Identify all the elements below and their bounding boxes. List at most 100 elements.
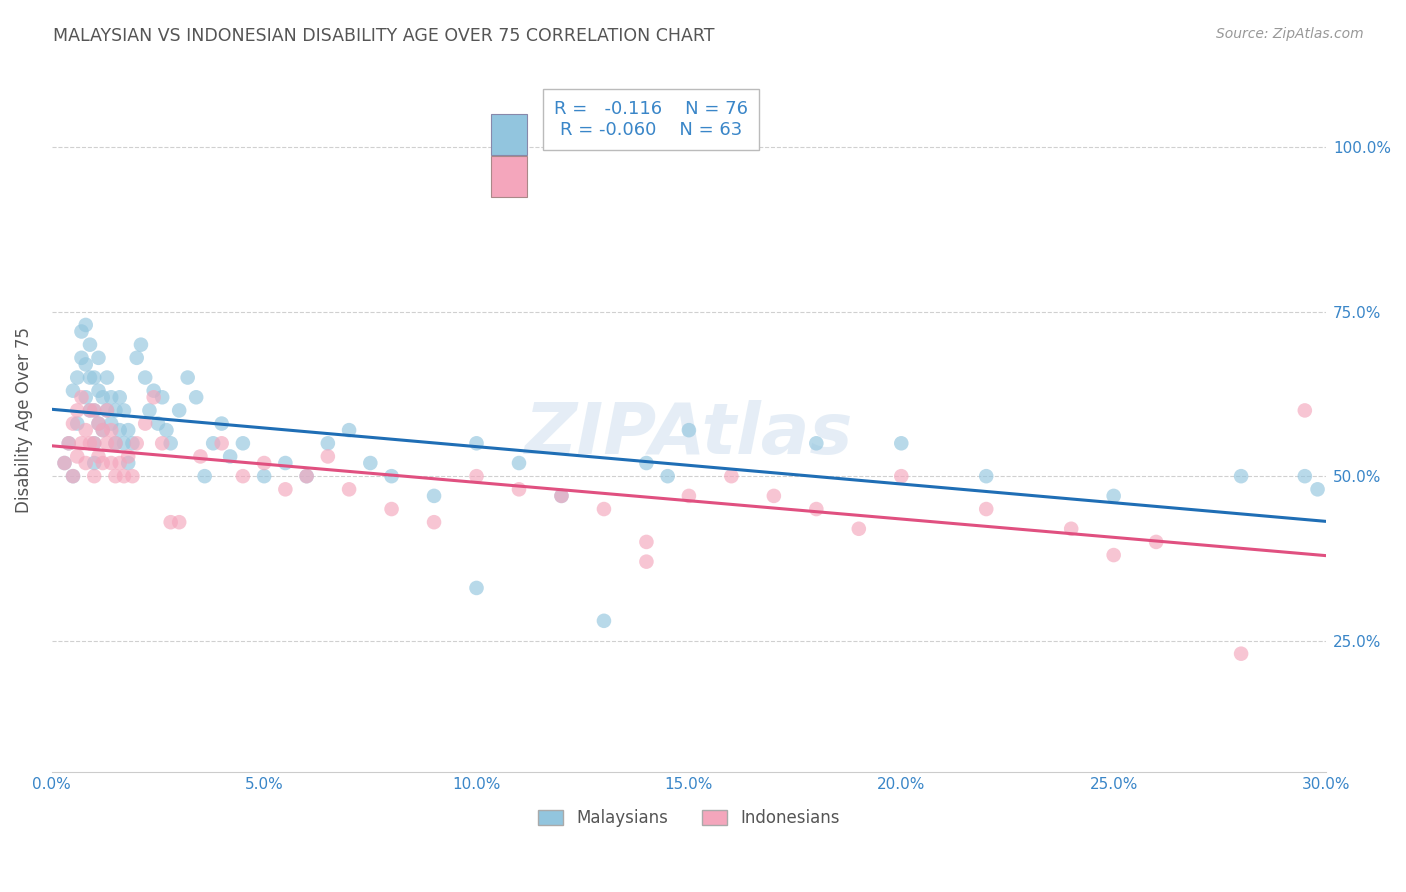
Point: [337, 423, 360, 437]
Point: [134, 370, 156, 384]
Point: [550, 489, 572, 503]
Point: [62, 469, 84, 483]
Point: [100, 456, 122, 470]
Point: [202, 436, 225, 450]
Point: [87, 417, 110, 431]
Point: [762, 489, 785, 503]
Point: [806, 502, 828, 516]
Point: [142, 390, 165, 404]
Point: [121, 436, 143, 450]
Point: [678, 489, 700, 503]
Point: [1144, 535, 1167, 549]
Point: [75, 390, 97, 404]
Point: [380, 502, 402, 516]
Point: [295, 469, 318, 483]
Point: [167, 403, 190, 417]
Point: [75, 423, 97, 437]
Point: [508, 456, 530, 470]
Point: [121, 469, 143, 483]
Point: [58, 436, 80, 450]
Point: [53, 456, 76, 470]
Point: [70, 436, 93, 450]
Point: [87, 351, 110, 365]
Point: [117, 450, 139, 464]
Point: [58, 436, 80, 450]
Point: [108, 456, 131, 470]
Point: [83, 469, 105, 483]
Point: [316, 436, 339, 450]
Point: [104, 436, 127, 450]
Point: [316, 450, 339, 464]
Point: [359, 456, 381, 470]
Point: [274, 456, 297, 470]
Point: [117, 423, 139, 437]
Point: [1230, 469, 1253, 483]
Point: [194, 469, 217, 483]
Point: [146, 417, 169, 431]
Point: [1102, 489, 1125, 503]
Point: [112, 469, 135, 483]
Point: [465, 436, 488, 450]
Y-axis label: Disability Age Over 75: Disability Age Over 75: [15, 327, 32, 513]
Text: ZIPAtlas: ZIPAtlas: [524, 400, 853, 469]
Point: [636, 535, 658, 549]
FancyBboxPatch shape: [491, 156, 527, 196]
Point: [159, 436, 181, 450]
Text: R =   -0.116    N = 76
R = -0.060    N = 63: R = -0.116 N = 76 R = -0.060 N = 63: [554, 100, 748, 139]
Point: [253, 456, 276, 470]
Point: [593, 502, 616, 516]
Point: [66, 450, 89, 464]
Point: [62, 384, 84, 398]
Point: [66, 403, 89, 417]
Text: Source: ZipAtlas.com: Source: ZipAtlas.com: [1216, 27, 1364, 41]
Point: [423, 515, 446, 529]
Point: [211, 417, 233, 431]
Point: [232, 436, 254, 450]
Point: [83, 403, 105, 417]
Text: MALAYSIAN VS INDONESIAN DISABILITY AGE OVER 75 CORRELATION CHART: MALAYSIAN VS INDONESIAN DISABILITY AGE O…: [53, 27, 714, 45]
Point: [62, 469, 84, 483]
Point: [70, 390, 93, 404]
Point: [211, 436, 233, 450]
Point: [190, 450, 212, 464]
Point: [890, 469, 912, 483]
Point: [104, 469, 127, 483]
Point: [465, 469, 488, 483]
Point: [96, 403, 118, 417]
Point: [75, 318, 97, 332]
Point: [1060, 522, 1083, 536]
Point: [104, 403, 127, 417]
Point: [159, 515, 181, 529]
Point: [1294, 469, 1316, 483]
Point: [87, 450, 110, 464]
Point: [125, 436, 148, 450]
Point: [974, 469, 997, 483]
Point: [75, 456, 97, 470]
Legend: Malaysians, Indonesians: Malaysians, Indonesians: [531, 803, 846, 834]
Point: [380, 469, 402, 483]
Point: [100, 390, 122, 404]
Point: [1102, 548, 1125, 562]
Point: [720, 469, 742, 483]
Point: [274, 483, 297, 497]
Point: [91, 390, 114, 404]
Point: [550, 489, 572, 503]
Point: [91, 423, 114, 437]
Point: [104, 436, 127, 450]
Point: [125, 351, 148, 365]
Point: [232, 469, 254, 483]
Point: [91, 423, 114, 437]
Point: [890, 436, 912, 450]
Point: [508, 483, 530, 497]
Point: [79, 403, 101, 417]
Point: [848, 522, 870, 536]
Point: [253, 469, 276, 483]
Point: [112, 436, 135, 450]
Point: [167, 515, 190, 529]
Point: [219, 450, 242, 464]
Point: [83, 403, 105, 417]
Point: [423, 489, 446, 503]
Point: [79, 436, 101, 450]
Point: [87, 417, 110, 431]
Point: [636, 555, 658, 569]
